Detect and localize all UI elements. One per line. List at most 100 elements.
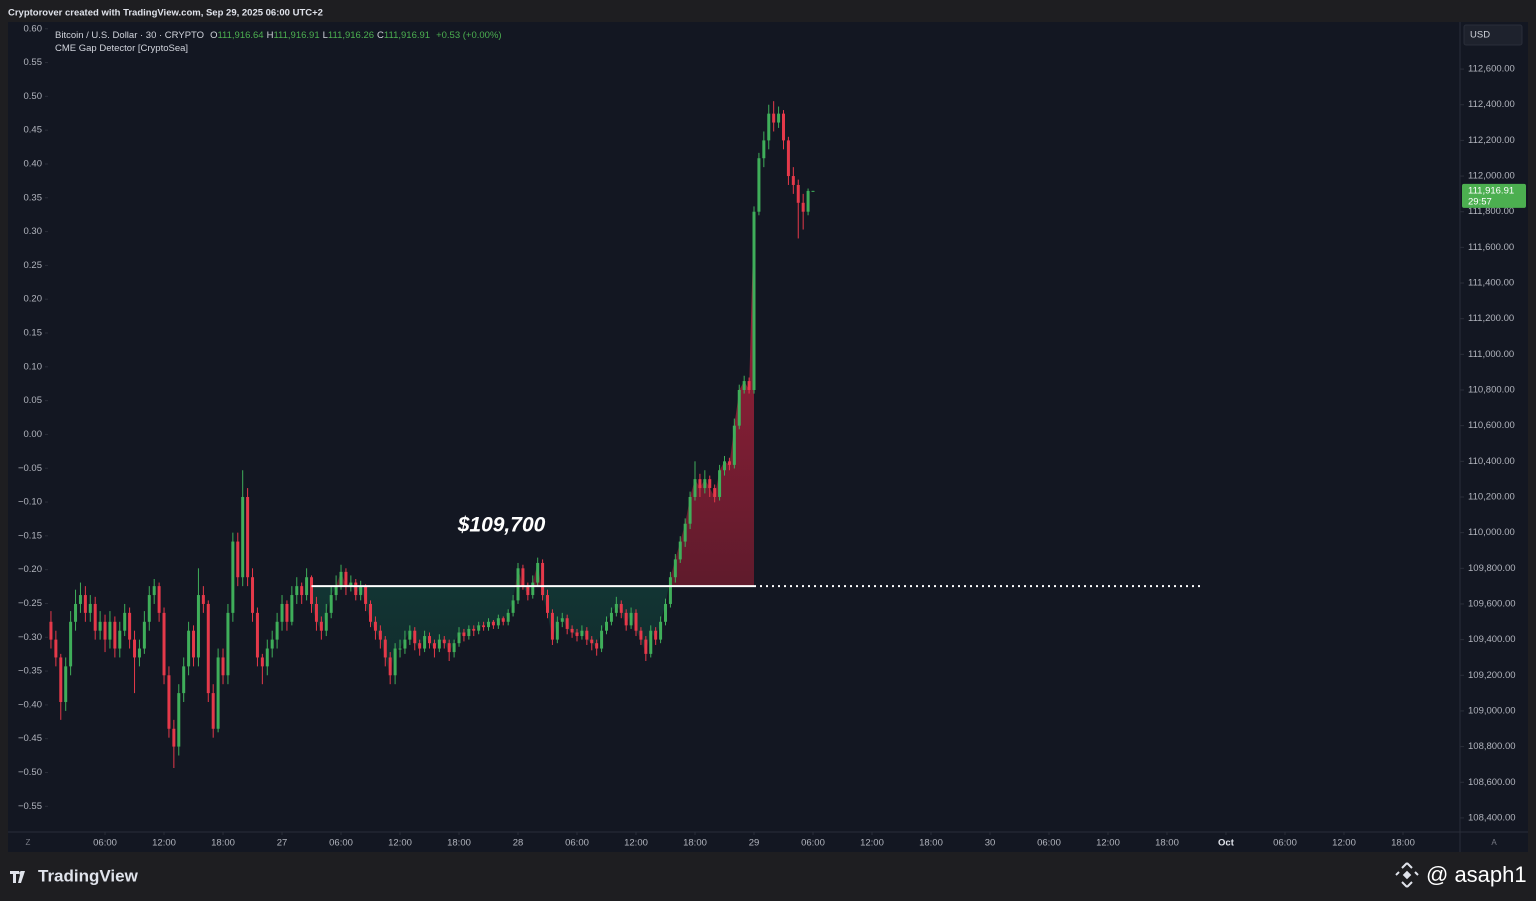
- y2-tick-label: −0.05: [18, 463, 42, 474]
- candle-body: [152, 586, 156, 596]
- candle-body: [344, 571, 348, 587]
- candle-body: [206, 603, 210, 694]
- candle-body: [182, 666, 186, 694]
- ohlc-value: 111,916.91: [273, 30, 320, 41]
- y2-tick-label: 0.55: [24, 57, 43, 68]
- candle-body: [703, 479, 707, 489]
- gap-fill-below: [311, 586, 669, 676]
- chart-panel: [8, 22, 1528, 852]
- x-tick-label: 06:00: [1273, 838, 1297, 849]
- candle-body: [103, 621, 107, 640]
- y2-tick-label: −0.35: [18, 666, 42, 677]
- candle-body: [757, 158, 761, 212]
- candle-body: [418, 643, 422, 649]
- x-tick-label: 18:00: [447, 838, 471, 849]
- candle-body: [211, 693, 215, 729]
- y-tick-label: 109,200.00: [1468, 670, 1516, 681]
- x-tick-label: 06:00: [1037, 838, 1061, 849]
- candle-body: [590, 639, 594, 644]
- ohlc-key: H: [266, 30, 274, 41]
- y-tick-label: 108,600.00: [1468, 777, 1516, 788]
- gap-fill-above: [311, 211, 754, 587]
- candle-body: [251, 577, 255, 613]
- candle-body: [216, 657, 220, 729]
- candle-body: [78, 595, 82, 604]
- candle-body: [442, 639, 446, 644]
- y2-tick-label: −0.10: [18, 497, 42, 508]
- currency-box[interactable]: [1463, 24, 1523, 46]
- candle-body: [123, 612, 127, 631]
- candle-body: [133, 639, 137, 658]
- y2-tick-label: −0.15: [18, 530, 42, 541]
- candle-body: [708, 479, 712, 489]
- candle-body: [659, 621, 663, 640]
- ohlc-value: 111,916.64: [217, 30, 264, 41]
- axis-button[interactable]: Z: [26, 838, 31, 847]
- candle-body: [329, 595, 333, 613]
- y2-tick-label: 0.30: [24, 226, 43, 237]
- candle-body: [673, 559, 677, 578]
- x-tick-label: 18:00: [683, 838, 707, 849]
- y-tick-label: 112,600.00: [1468, 64, 1515, 75]
- x-tick-label: 12:00: [860, 838, 884, 849]
- candle-body: [806, 190, 810, 212]
- credit: Cryptorover created with TradingView.com…: [8, 8, 323, 19]
- candle-body: [781, 113, 785, 141]
- currency[interactable]: USD: [1470, 30, 1490, 41]
- y-tick-label: 112,000.00: [1468, 171, 1515, 182]
- x-tick-label: 30: [985, 838, 996, 849]
- y2-tick-label: 0.35: [24, 192, 43, 203]
- candle-body: [447, 643, 451, 653]
- candle-body: [786, 140, 790, 177]
- x-tick-label: 12:00: [624, 838, 648, 849]
- change: +0.53 (+0.00%): [436, 30, 502, 41]
- x-tick-label: 12:00: [1096, 838, 1120, 849]
- indicator: CME Gap Detector [CryptoSea]: [55, 43, 189, 54]
- candle-body: [737, 390, 741, 426]
- candle-body: [83, 595, 87, 613]
- candle-body: [236, 541, 240, 578]
- candle-body: [69, 621, 73, 667]
- candle-body: [378, 630, 382, 640]
- candle-body: [339, 571, 343, 587]
- candle-body: [762, 140, 766, 159]
- y-tick-label: 109,400.00: [1468, 634, 1516, 645]
- candle-body: [93, 603, 97, 631]
- candle-body: [295, 586, 299, 596]
- candle-body: [226, 612, 230, 676]
- candle-body: [796, 184, 800, 203]
- y2-tick-label: 0.00: [24, 429, 43, 440]
- candle-body: [496, 618, 500, 626]
- candle-body: [408, 630, 412, 640]
- candle-body: [128, 612, 132, 640]
- candle-body: [693, 479, 697, 497]
- gap-label: $109,700: [457, 514, 546, 537]
- candle-body: [172, 728, 176, 747]
- candle-body: [290, 595, 294, 622]
- candle-body: [398, 648, 402, 650]
- candle-body: [137, 648, 141, 658]
- x-tick-label: 12:00: [388, 838, 412, 849]
- candle-body: [275, 621, 279, 640]
- y-tick-label: 111,800.00: [1468, 206, 1514, 217]
- candle-body: [280, 603, 284, 622]
- brand: TradingView: [38, 866, 139, 885]
- y-tick-label: 112,200.00: [1468, 135, 1515, 146]
- candle-body: [324, 612, 328, 631]
- candle-body: [732, 425, 736, 465]
- candle-body: [162, 612, 166, 676]
- candle-body: [113, 621, 117, 649]
- candle-body: [201, 595, 205, 604]
- candle-body: [187, 630, 191, 667]
- candle-body: [634, 612, 638, 631]
- candle-body: [555, 621, 559, 640]
- candle-body: [59, 657, 63, 703]
- candle-body: [423, 636, 427, 649]
- candle-body: [713, 488, 717, 497]
- y2-tick-label: 0.25: [24, 260, 43, 271]
- candle-body: [142, 621, 146, 649]
- candle-body: [668, 577, 672, 604]
- candle-body: [118, 630, 122, 649]
- candle-body: [310, 577, 314, 604]
- axis-button[interactable]: A: [1491, 838, 1497, 847]
